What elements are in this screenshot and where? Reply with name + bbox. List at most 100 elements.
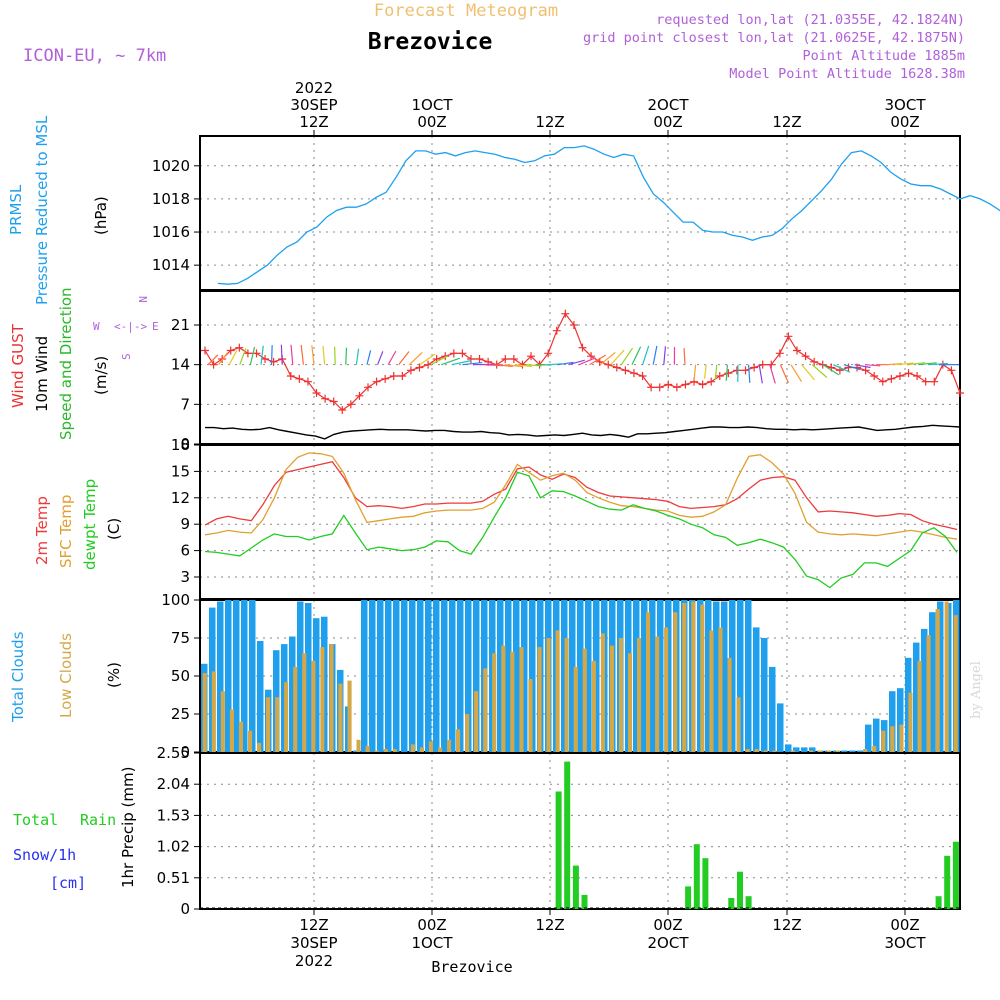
total-cloud-bar <box>385 600 392 752</box>
precip-panel: 0 0.51 1.02 1.53 2.04 2.55 <box>157 744 961 918</box>
total-cloud-bar <box>585 600 592 752</box>
gust-point <box>406 366 415 375</box>
total-cloud-bar <box>289 636 296 752</box>
gust-point <box>870 372 879 380</box>
gust-point <box>621 366 630 375</box>
bottom-tick-label: 30SEP <box>290 934 337 952</box>
wind-direction-arrow <box>568 359 585 366</box>
wind-direction-arrow <box>843 364 861 371</box>
wind-direction-arrow <box>886 363 902 366</box>
gust-point <box>329 397 338 406</box>
wind-direction-arrow <box>451 359 472 366</box>
low-cloud-bar <box>248 730 253 752</box>
compass-icon: N S W E <-|-> <box>93 296 159 360</box>
y-tick-label: 21 <box>171 316 190 334</box>
wind-direction-arrow <box>355 348 360 365</box>
wind-panel: 0 7 14 21 <box>171 290 964 453</box>
wind-speed-line <box>205 424 961 440</box>
temperature-panel: 3 6 9 12 15 18 <box>171 436 961 600</box>
gust-point <box>715 372 724 380</box>
total-cloud-bar <box>513 600 520 752</box>
top-tick-label: 00Z <box>417 113 446 131</box>
low-cloud-bar <box>790 750 795 752</box>
total-cloud-bar <box>705 600 712 752</box>
wind-direction-arrow <box>525 364 542 367</box>
chart-title: Forecast Meteogram <box>374 1 558 21</box>
low-cloud-bar <box>827 750 832 752</box>
total-cloud-bar <box>425 600 432 752</box>
wind-direction-arrow <box>334 346 336 365</box>
y-tick-label: 2.04 <box>157 775 190 793</box>
wind-direction-arrow <box>854 364 871 369</box>
gust-point <box>844 363 853 372</box>
gust-point <box>578 343 587 352</box>
low-cloud-bar <box>682 603 687 752</box>
total-cloud-bar <box>377 600 384 752</box>
bottom-tick-label: 12Z <box>535 916 564 934</box>
low-cloud-bar <box>257 742 262 752</box>
total-cloud-bar <box>505 600 512 752</box>
low-cloud-bar <box>908 692 913 752</box>
gust-point <box>750 363 759 372</box>
total-cloud-bar <box>801 747 808 752</box>
dewpt-line <box>204 471 958 589</box>
gust-point <box>261 355 270 363</box>
gust-point <box>295 374 304 383</box>
gust-point <box>887 374 896 383</box>
gust-point <box>458 349 467 358</box>
top-tick-label: 00Z <box>653 113 682 131</box>
wind-direction-arrow <box>494 364 513 368</box>
total-cloud-bar <box>841 750 848 752</box>
low-cloud-bar <box>582 648 587 752</box>
total-cloud-bar <box>473 600 480 752</box>
precip-total-label: Total <box>13 811 58 829</box>
wind-direction-arrow <box>377 351 384 365</box>
gust-point <box>801 352 810 361</box>
y-tick-label: 0 <box>180 435 190 453</box>
low-cloud-bar <box>555 630 560 752</box>
y-tick-label: 1016 <box>152 223 190 241</box>
low-cloud-bar <box>736 697 741 752</box>
bottom-tick-label: 3OCT <box>885 934 927 952</box>
sfc-temp-line <box>204 452 958 540</box>
low-cloud-bar <box>836 750 841 752</box>
top-tick-label: 12Z <box>772 113 801 131</box>
gust-point <box>321 394 330 403</box>
total-cloud-bar <box>913 642 920 752</box>
gust-point <box>629 369 638 378</box>
low-cloud-bar <box>483 668 488 752</box>
gust-point <box>587 352 596 361</box>
precip-bar <box>728 898 735 909</box>
gust-point <box>895 372 904 380</box>
gust-label: Wind GUST <box>9 323 27 408</box>
y-tick-label: 25 <box>171 705 190 723</box>
total-cloud-bar <box>889 691 896 752</box>
total-cloud-bar <box>713 601 720 752</box>
wind-direction-arrow <box>387 350 397 365</box>
total-cloud-bar <box>793 747 800 752</box>
low-cloud-bar <box>220 691 225 752</box>
wind-direction-arrow <box>300 344 304 365</box>
clouds-unit: (%) <box>105 662 123 688</box>
low-cloud-bar <box>673 612 678 752</box>
y-tick-label: 1018 <box>152 190 190 208</box>
y-tick-label: 1.02 <box>157 838 190 856</box>
y-tick-label: 50 <box>171 667 190 685</box>
low-cloud-bar <box>329 644 334 752</box>
wind-direction-arrow <box>703 364 707 379</box>
total-cloud-bar <box>905 657 912 752</box>
wind-direction-arrow <box>779 364 789 384</box>
wind-direction-arrow <box>748 364 751 383</box>
precip-bar <box>555 791 562 909</box>
compass-e: E <box>152 320 159 333</box>
low-cloud-bar <box>465 714 470 752</box>
precip-bar <box>702 858 709 909</box>
low-cloud-bar <box>438 747 443 752</box>
compass-arrows: <-|-> <box>114 320 147 333</box>
wind-dir-label: Speed and Direction <box>57 287 75 440</box>
total-cloud-bar <box>297 601 304 752</box>
credit-watermark: by Angel <box>969 661 984 719</box>
total-cloud-bar <box>233 600 240 752</box>
gust-point <box>758 360 767 369</box>
